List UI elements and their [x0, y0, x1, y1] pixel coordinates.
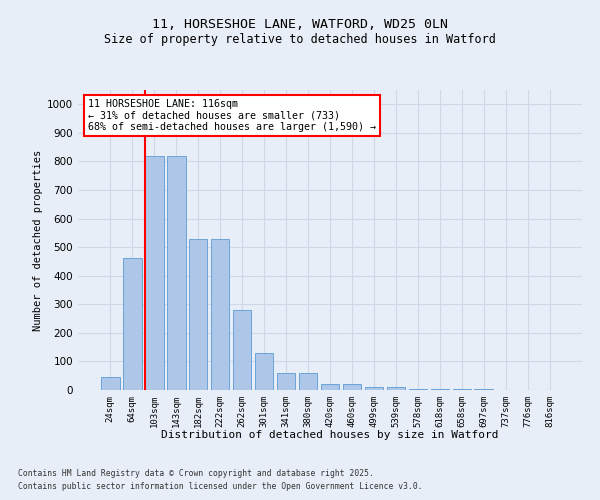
Bar — [167, 156, 185, 390]
Bar — [123, 258, 142, 390]
Bar — [365, 386, 383, 390]
Bar — [277, 374, 295, 390]
Bar — [409, 388, 427, 390]
Bar — [101, 377, 119, 390]
Bar — [431, 388, 449, 390]
Bar — [320, 384, 340, 390]
Bar — [299, 374, 317, 390]
Bar — [145, 156, 164, 390]
Bar — [211, 240, 229, 390]
Y-axis label: Number of detached properties: Number of detached properties — [33, 150, 43, 330]
X-axis label: Distribution of detached houses by size in Watford: Distribution of detached houses by size … — [161, 430, 499, 440]
Text: Size of property relative to detached houses in Watford: Size of property relative to detached ho… — [104, 32, 496, 46]
Bar — [386, 386, 405, 390]
Text: Contains public sector information licensed under the Open Government Licence v3: Contains public sector information licen… — [18, 482, 422, 491]
Bar — [255, 353, 274, 390]
Bar — [233, 310, 251, 390]
Text: 11, HORSESHOE LANE, WATFORD, WD25 0LN: 11, HORSESHOE LANE, WATFORD, WD25 0LN — [152, 18, 448, 30]
Text: Contains HM Land Registry data © Crown copyright and database right 2025.: Contains HM Land Registry data © Crown c… — [18, 468, 374, 477]
Text: 11 HORSESHOE LANE: 116sqm
← 31% of detached houses are smaller (733)
68% of semi: 11 HORSESHOE LANE: 116sqm ← 31% of detac… — [88, 99, 376, 132]
Bar — [343, 384, 361, 390]
Bar — [189, 240, 208, 390]
